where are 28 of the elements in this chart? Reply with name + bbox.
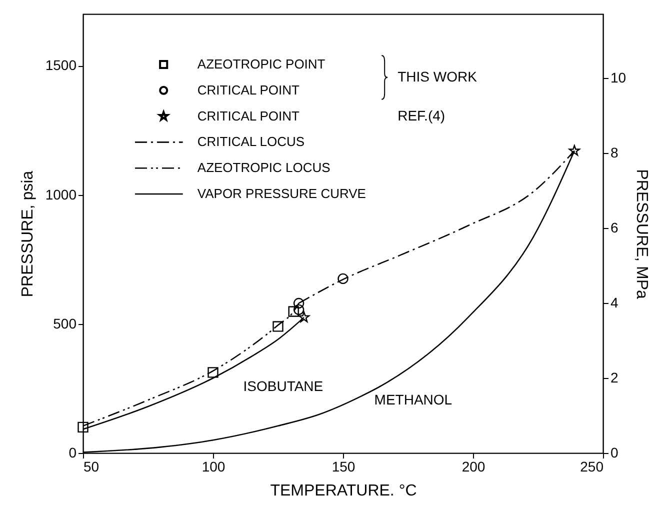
x-tick-label: 50 — [84, 458, 100, 474]
y2-tick-label: 0 — [610, 444, 618, 460]
y-tick-label: 0 — [68, 444, 77, 460]
y2-tick-label: 8 — [610, 144, 618, 160]
legend-label: VAPOR PRESSURE CURVE — [197, 186, 366, 201]
y2-axis-title: PRESSURE, MPa — [633, 169, 649, 300]
legend-label: CRITICAL POINT — [197, 82, 300, 98]
legend-label: AZEOTROPIC LOCUS — [197, 160, 331, 176]
y-tick-label: 1000 — [45, 186, 77, 202]
x-tick-label: 250 — [580, 458, 604, 474]
x-axis-title: TEMPERATURE. °C — [270, 482, 417, 500]
y2-tick-label: 10 — [610, 69, 626, 86]
y2-tick-label: 6 — [610, 219, 618, 236]
y2-tick-label: 4 — [610, 294, 618, 310]
y-tick-label: 500 — [53, 315, 77, 332]
x-tick-label: 100 — [202, 458, 226, 474]
annotation: REF.(4) — [398, 107, 446, 124]
y-tick-label: 1500 — [45, 57, 77, 74]
legend-label: CRITICAL POINT — [197, 108, 300, 124]
annotation: THIS WORK — [398, 68, 478, 84]
y-axis-title: PRESSURE, psia — [19, 170, 36, 298]
annotation: ISOBUTANE — [243, 378, 324, 394]
x-tick-label: 200 — [462, 458, 486, 474]
legend-label: CRITICAL LOCUS — [197, 134, 305, 150]
annotation: METHANOL — [374, 391, 452, 408]
y2-tick-label: 2 — [610, 369, 618, 386]
legend-label: AZEOTROPIC POINT — [197, 56, 326, 72]
x-tick-label: 150 — [332, 458, 356, 474]
